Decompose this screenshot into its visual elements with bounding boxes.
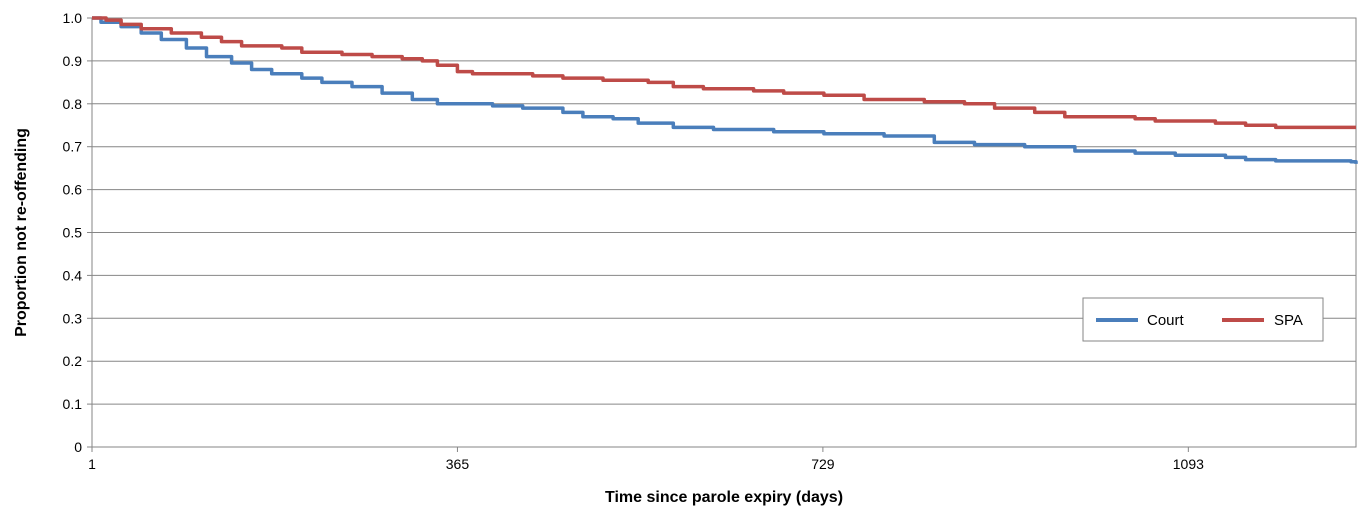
series-line-spa — [92, 16, 1356, 130]
y-axis-ticks: 0 0.1 0.2 0.3 0.4 0.5 0.6 0.7 0.8 0.9 1.0 — [63, 10, 92, 455]
x-tick-label: 1 — [88, 456, 96, 472]
x-tick-label: 365 — [446, 456, 470, 472]
series-line-court — [92, 16, 1358, 164]
y-tick-label: 0.3 — [63, 310, 83, 326]
legend: Court SPA — [1082, 297, 1324, 342]
y-tick-label: 0.6 — [63, 182, 83, 198]
x-axis-title: Time since parole expiry (days) — [605, 489, 843, 506]
y-tick-label: 0 — [74, 439, 82, 455]
y-tick-label: 0.2 — [63, 353, 83, 369]
legend-label-spa: SPA — [1274, 312, 1303, 329]
legend-label-court: Court — [1147, 312, 1185, 329]
x-tick-label: 729 — [811, 456, 835, 472]
y-tick-label: 1.0 — [63, 10, 83, 26]
series-lines — [92, 16, 1358, 164]
y-tick-label: 0.8 — [63, 96, 83, 112]
y-tick-label: 0.4 — [63, 267, 83, 283]
y-tick-label: 0.5 — [63, 225, 83, 241]
y-axis-title: Proportion not re-offending — [13, 128, 30, 337]
y-tick-label: 0.1 — [63, 396, 83, 412]
x-axis-ticks: 1 365 729 1093 — [88, 447, 1204, 472]
x-tick-label: 1093 — [1173, 456, 1204, 472]
y-tick-label: 0.7 — [63, 139, 83, 155]
y-tick-label: 0.9 — [63, 53, 83, 69]
